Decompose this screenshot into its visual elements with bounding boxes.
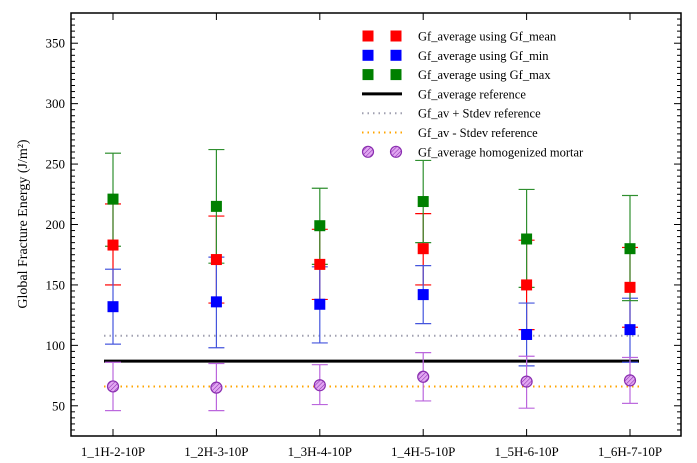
legend-symbol <box>390 49 402 61</box>
x-tick-label: 1_1H-2-10P <box>81 444 145 459</box>
point-s3-2 <box>210 200 222 212</box>
legend-label: Gf_average homogenized mortar <box>418 145 584 159</box>
point-s1-1 <box>107 239 119 251</box>
legend-symbol <box>361 145 375 158</box>
reference-lines <box>104 334 639 388</box>
legend-label: Gf_av - Stdev reference <box>418 126 538 140</box>
point-s4-1 <box>106 380 120 393</box>
point-s3-4 <box>417 196 429 208</box>
x-tick-label: 1_3H-4-10P <box>288 444 352 459</box>
y-axis-title: Global Fracture Energy (J/m²) <box>16 139 31 309</box>
point-s4-3 <box>313 379 326 392</box>
point-s1-5 <box>521 279 533 291</box>
point-s2-6 <box>624 324 636 336</box>
point-s1-2 <box>210 254 222 266</box>
y-tick-label: 250 <box>46 157 66 172</box>
point-s1-3 <box>314 258 326 270</box>
point-s3-1 <box>107 193 119 205</box>
legend-label: Gf_av + Stdev reference <box>418 107 541 121</box>
point-s4-4 <box>417 370 430 383</box>
point-s4-6 <box>623 374 637 387</box>
legend-symbol <box>389 145 403 158</box>
legend-entry-6: Gf_av - Stdev reference <box>362 126 538 140</box>
point-s2-2 <box>210 296 222 308</box>
legend-label: Gf_average using Gf_max <box>418 68 551 82</box>
y-tick-label: 300 <box>46 96 66 111</box>
point-s3-6 <box>624 243 636 255</box>
legend-symbol <box>390 30 402 42</box>
legend-entry-5: Gf_av + Stdev reference <box>362 107 541 121</box>
y-tick-label: 350 <box>46 36 66 51</box>
legend-symbol <box>362 49 374 61</box>
legend-symbol <box>362 69 374 81</box>
legend: Gf_average using Gf_mean Gf_average using… <box>361 30 584 159</box>
point-s3-3 <box>314 220 326 232</box>
point-s4-5 <box>520 375 533 388</box>
y-tick-label: 150 <box>46 277 66 292</box>
axes: 50 100 150 200 250 300 350 1_1H-2-10P 1_2H-3-10P… <box>46 12 682 459</box>
point-s1-4 <box>417 243 429 255</box>
legend-entry-7: Gf_average homogenized mortar <box>361 145 584 159</box>
legend-entry-3: Gf_average using Gf_max <box>362 68 551 82</box>
legend-label: Gf_average using Gf_min <box>418 49 549 63</box>
legend-symbol <box>390 69 402 81</box>
data-points <box>106 193 637 394</box>
x-tick-label: 1_4H-5-10P <box>391 444 455 459</box>
y-tick-label: 100 <box>46 338 66 353</box>
point-s2-5 <box>521 328 533 340</box>
legend-symbol <box>362 30 374 42</box>
legend-entry-4: Gf_average reference <box>362 87 526 101</box>
y-tick-label: 200 <box>46 217 66 232</box>
x-tick-label: 1_2H-3-10P <box>184 444 248 459</box>
point-s2-3 <box>314 298 326 310</box>
legend-entry-2: Gf_average using Gf_min <box>362 49 549 63</box>
legend-label: Gf_average reference <box>418 87 526 101</box>
point-s1-6 <box>624 281 636 293</box>
point-s3-5 <box>521 233 533 245</box>
x-tick-label: 1_5H-6-10P <box>494 444 558 459</box>
x-tick-label: 1_6H-7-10P <box>598 444 662 459</box>
plot-background <box>71 13 681 436</box>
point-s2-1 <box>107 301 119 313</box>
point-s4-2 <box>210 381 223 394</box>
y-tick-label: 50 <box>52 398 65 413</box>
legend-label: Gf_average using Gf_mean <box>418 30 557 44</box>
point-s2-4 <box>417 289 429 301</box>
legend-entry-1: Gf_average using Gf_mean <box>362 30 557 44</box>
